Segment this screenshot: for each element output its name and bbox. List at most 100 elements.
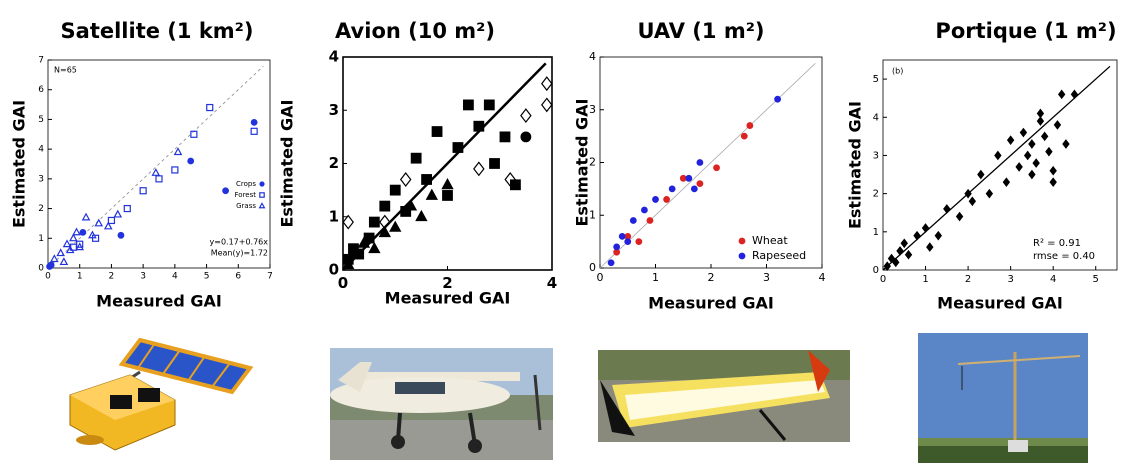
y-tick-label: 0 <box>873 265 879 276</box>
x-tick-label: 4 <box>1050 274 1056 285</box>
point <box>1032 158 1040 168</box>
y-axis-label: Estimated GAI <box>846 101 865 229</box>
point <box>187 157 195 165</box>
point <box>69 233 78 242</box>
point <box>72 227 81 236</box>
x-axis-label: Measured GAI <box>96 292 222 311</box>
x-tick-label: 2 <box>442 274 452 292</box>
point <box>624 238 632 246</box>
x-tick-label: 3 <box>140 272 146 282</box>
y-tick-label: 0 <box>329 261 339 279</box>
point <box>1019 127 1028 138</box>
point <box>900 238 908 249</box>
legend-marker <box>258 202 266 209</box>
x-tick-label: 3 <box>763 271 770 284</box>
point <box>896 246 904 256</box>
point <box>431 126 443 137</box>
y-tick-label: 0 <box>38 264 44 274</box>
chart-title: Avion (10 m²) <box>335 19 495 43</box>
x-axis-label: Measured GAI <box>937 294 1063 313</box>
x-tick-label: 1 <box>652 271 659 284</box>
x-tick-label: 7 <box>267 272 273 282</box>
y-tick-label: 5 <box>38 115 44 125</box>
point <box>1028 139 1036 149</box>
y-tick-label: 6 <box>38 85 44 95</box>
y-tick-label: 1 <box>38 234 44 244</box>
x-tick-label: 2 <box>965 274 971 285</box>
point <box>921 223 930 233</box>
legend-label: Forest <box>235 191 257 199</box>
point <box>173 147 183 156</box>
point <box>1006 135 1015 145</box>
y-tick-label: 4 <box>873 112 879 123</box>
y-tick-label: 3 <box>329 101 339 119</box>
point <box>635 238 643 246</box>
point <box>59 257 69 266</box>
point <box>155 175 163 183</box>
legend-marker <box>738 237 746 245</box>
legend-label: Rapeseed <box>752 249 806 262</box>
drone-photo <box>598 350 850 442</box>
point <box>107 216 116 225</box>
point <box>520 131 532 143</box>
x-tick-label: 0 <box>880 274 886 285</box>
x-axis-label: Measured GAI <box>385 289 511 308</box>
point <box>613 243 621 251</box>
point <box>151 168 161 176</box>
y-tick-label: 2 <box>589 156 596 169</box>
plane-photo <box>330 348 553 460</box>
x-tick-label: 0 <box>45 272 51 282</box>
point <box>696 159 704 166</box>
annotation: Mean(y)=1.72 <box>211 249 268 258</box>
point <box>1062 139 1070 149</box>
point <box>926 242 934 252</box>
point <box>1036 116 1045 126</box>
annotation: rmse = 0.40 <box>1033 251 1095 262</box>
x-tick-label: 4 <box>547 274 557 292</box>
point <box>62 239 72 248</box>
point <box>913 230 921 241</box>
point <box>1053 120 1062 130</box>
y-tick-label: 2 <box>329 154 339 172</box>
legend-label: Grass <box>236 202 256 210</box>
point <box>441 177 454 190</box>
y-tick-label: 2 <box>873 189 879 200</box>
satellite-illustration <box>69 337 254 451</box>
point <box>473 161 485 177</box>
y-tick-label: 5 <box>873 74 879 85</box>
chart-title: Satellite (1 km²) <box>61 19 254 43</box>
point <box>47 261 55 269</box>
point <box>342 214 354 230</box>
y-tick-label: 4 <box>589 50 596 63</box>
point <box>943 204 951 214</box>
y-tick-label: 7 <box>38 56 44 66</box>
point <box>473 120 485 132</box>
point <box>690 185 698 193</box>
y-tick-label: 3 <box>38 174 44 184</box>
y-tick-label: 0 <box>589 261 596 274</box>
y-tick-label: 2 <box>38 204 44 214</box>
point <box>679 174 687 182</box>
point <box>977 169 985 180</box>
chart-title: UAV (1 m²) <box>638 19 765 43</box>
point <box>400 206 412 217</box>
point <box>774 95 781 103</box>
point <box>663 196 670 203</box>
y-tick-label: 3 <box>589 103 596 116</box>
point <box>883 261 891 271</box>
point <box>504 171 516 187</box>
point <box>415 209 428 222</box>
point <box>1045 146 1053 157</box>
point <box>113 209 123 218</box>
point <box>389 184 401 196</box>
legend-marker <box>259 192 265 198</box>
legend-marker <box>738 252 746 260</box>
y-axis-label: Estimated GAI <box>10 100 29 228</box>
point <box>968 196 977 207</box>
point <box>541 76 553 92</box>
point <box>668 185 676 193</box>
x-tick-label: 1 <box>922 274 928 285</box>
crane-photo <box>918 333 1088 463</box>
point <box>81 212 91 221</box>
x-tick-label: 0 <box>338 274 348 292</box>
